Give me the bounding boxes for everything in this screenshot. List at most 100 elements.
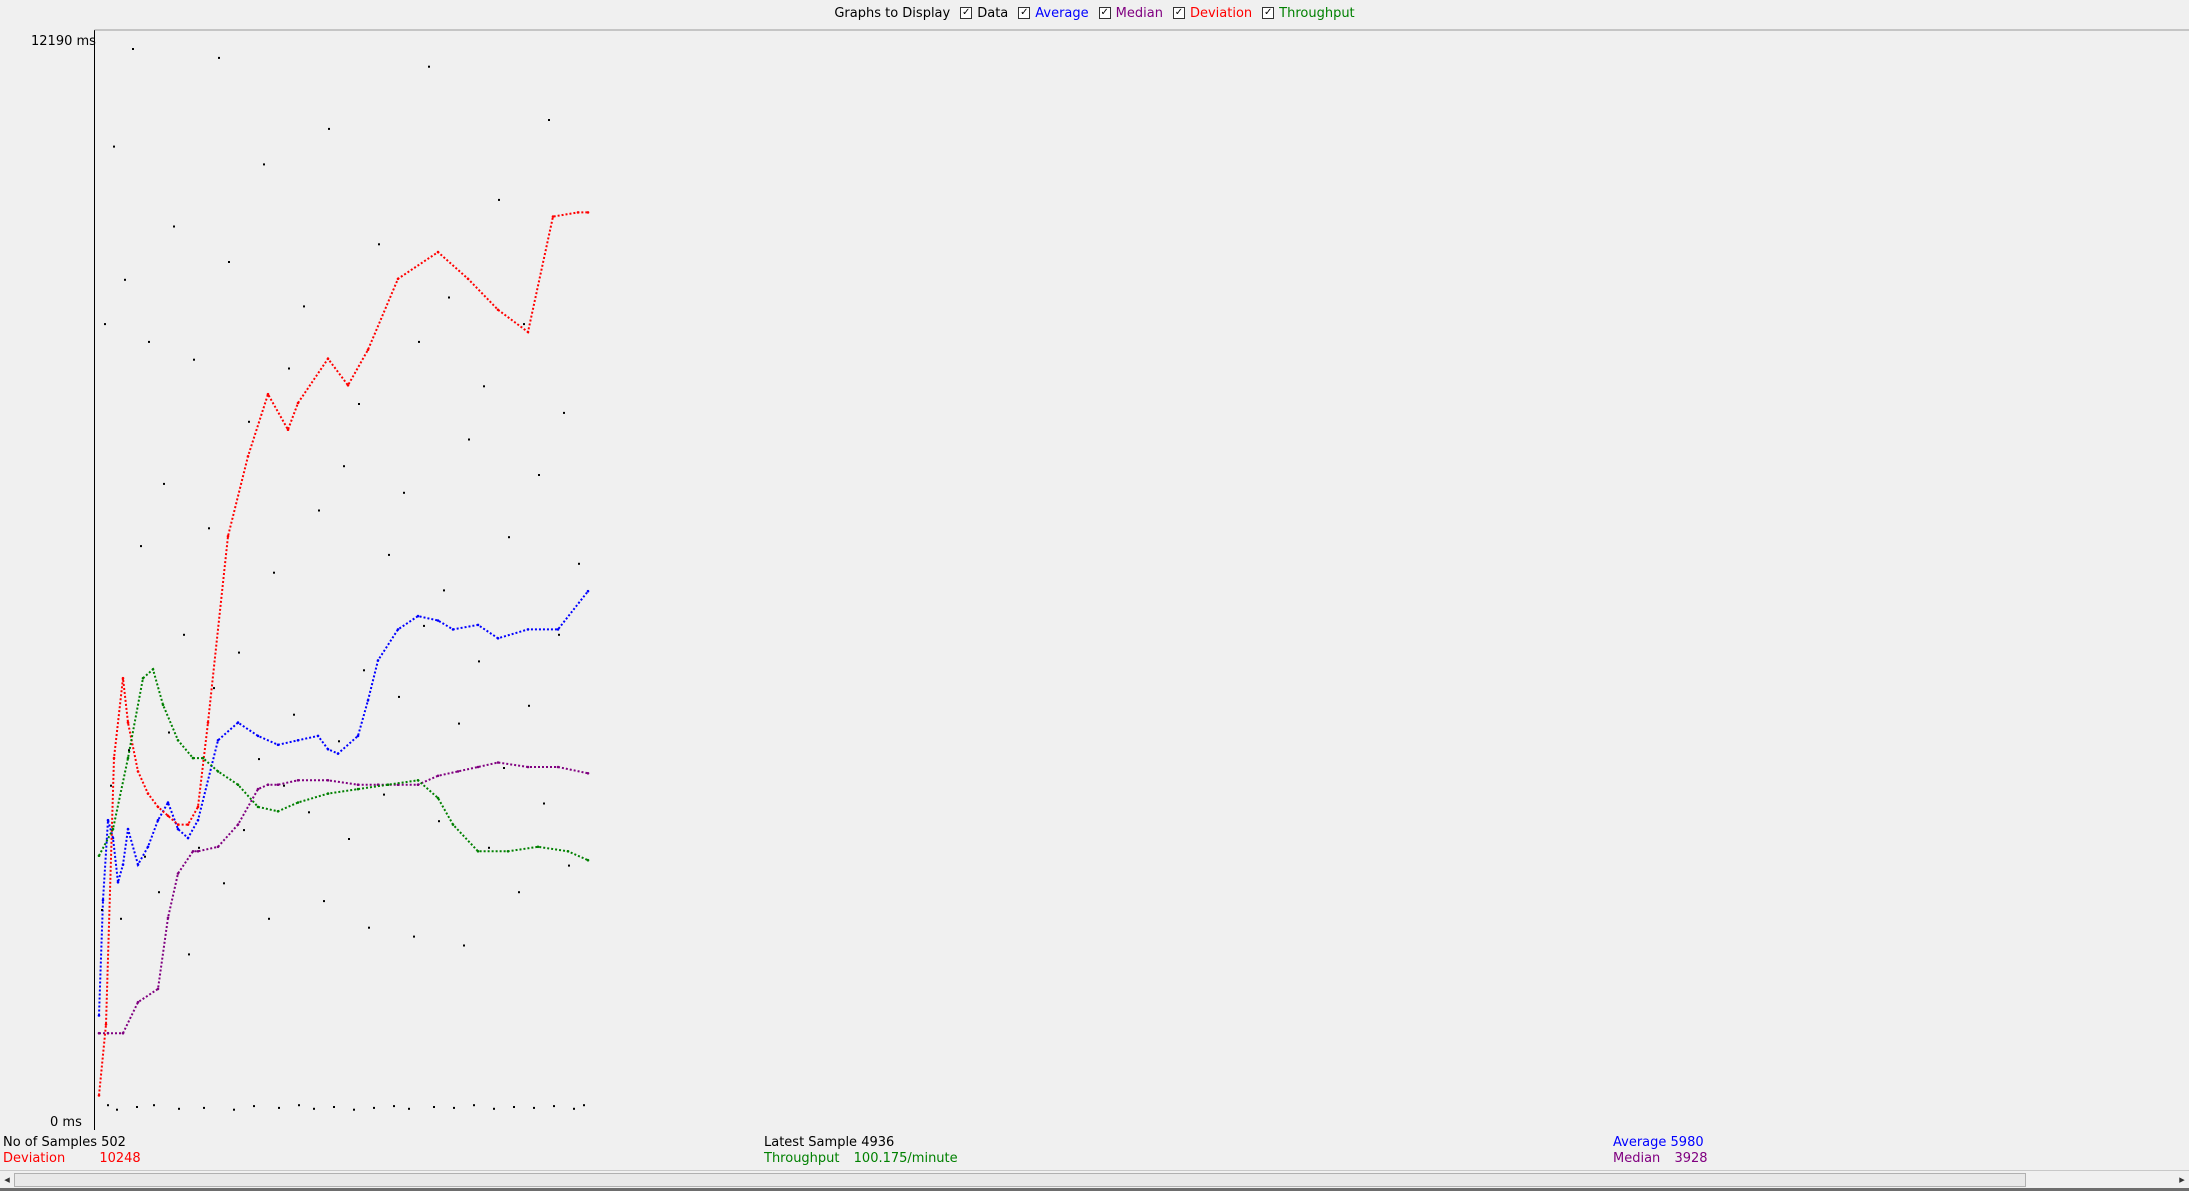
data-point [488,846,490,849]
deviation-point [286,428,290,432]
deviation-point [246,455,250,458]
deviation-checkbox[interactable]: ✓ [1172,7,1185,19]
deviation-point [156,805,160,809]
throughput-toggle-label: Throughput [1279,5,1355,21]
data-checkbox[interactable]: ✓ [960,7,973,19]
y-axis-max-label: 12190 ms [31,34,96,49]
throughput-point [151,668,155,671]
deviation-stat: Deviation 10248 [3,1151,141,1166]
data-point [363,669,365,672]
throughput-checkbox[interactable]: ✓ [1262,7,1275,19]
average-point [126,827,130,831]
deviation-toggle-label: Deviation [1189,5,1253,21]
data-point [408,1107,410,1110]
data-point [573,1107,575,1110]
samples-label: No of Samples [3,1135,97,1150]
latest-sample-value: 4936 [861,1135,895,1150]
data-point [523,323,525,326]
data-point [183,633,185,636]
throughput-point [176,739,180,742]
average-stat: Average 5980 [1613,1135,1704,1150]
data-point [448,296,450,299]
deviation-point [366,348,370,352]
data-point [248,420,250,423]
throughput-point [326,792,330,795]
deviation-point [576,211,580,214]
scroll-left-icon[interactable]: ◂ [4,1173,10,1186]
throughput-toggle[interactable]: ✓ Throughput [1262,6,1355,21]
median-toggle[interactable]: ✓ Median [1098,6,1163,21]
median-point [216,845,220,849]
horizontal-scrollbar[interactable]: ◂ ▸ [0,1170,2189,1188]
deviation-point [146,792,150,795]
data-point [298,1104,300,1107]
data-point [208,527,210,530]
average-point [451,628,455,631]
samples-value: 502 [101,1135,126,1150]
deviation-point [112,756,116,760]
throughput-point [296,801,300,804]
legend-title: Graphs to Display [834,5,951,21]
median-point [136,1000,140,1004]
average-point [106,818,110,822]
data-point [253,1105,255,1108]
data-point [263,163,265,166]
data-point [288,367,290,370]
throughput-point [191,756,195,760]
data-point [193,358,195,361]
y-axis-zero-label: 0 ms [50,1115,82,1130]
data-point [110,784,112,787]
median-point [556,765,560,769]
deviation-point [551,215,555,218]
median-point [296,779,300,782]
data-point [101,909,103,911]
scroll-thumb[interactable] [14,1173,2026,1187]
average-point [146,845,150,849]
average-checkbox[interactable]: ✓ [1018,7,1031,19]
data-point [343,465,345,468]
data-point [188,953,190,956]
average-point [556,628,560,631]
data-point [308,811,310,814]
average-point [156,818,160,822]
data-point [453,1106,455,1109]
median-point [176,872,180,875]
data-point [228,261,230,263]
data-point [538,474,540,476]
data-point [443,589,445,592]
data-point [333,1106,335,1108]
data-point [153,1104,155,1107]
deviation-point [186,823,190,826]
throughput-point [256,805,260,809]
median-point [256,787,260,791]
scroll-right-icon[interactable]: ▸ [2179,1173,2185,1186]
deviation-point [496,308,500,312]
average-toggle-label: Average [1035,5,1089,21]
data-point [268,917,270,920]
median-point [526,765,530,769]
data-point [273,571,275,574]
median-point [436,774,440,778]
deviation-point [104,1023,108,1026]
median-point [456,770,460,773]
average-toggle[interactable]: ✓ Average [1018,5,1089,21]
data-point [178,1107,180,1110]
data-point [428,65,430,68]
deviation-point [121,676,125,680]
median-point [356,783,360,786]
data-point [518,891,520,894]
data-point [243,829,245,832]
average-point [186,836,190,840]
median-checkbox[interactable]: ✓ [1098,7,1111,19]
deviation-point [166,814,170,818]
data-point [498,198,500,201]
deviation-toggle[interactable]: ✓ Deviation [1172,5,1253,21]
data-point [163,482,165,485]
throughput-point [566,850,570,853]
data-toggle[interactable]: ✓ Data [960,6,1008,21]
data-point [558,633,560,636]
median-point [276,783,280,786]
data-point [373,1106,375,1109]
data-point [132,48,134,50]
samples-stat: No of Samples 502 [3,1135,126,1150]
